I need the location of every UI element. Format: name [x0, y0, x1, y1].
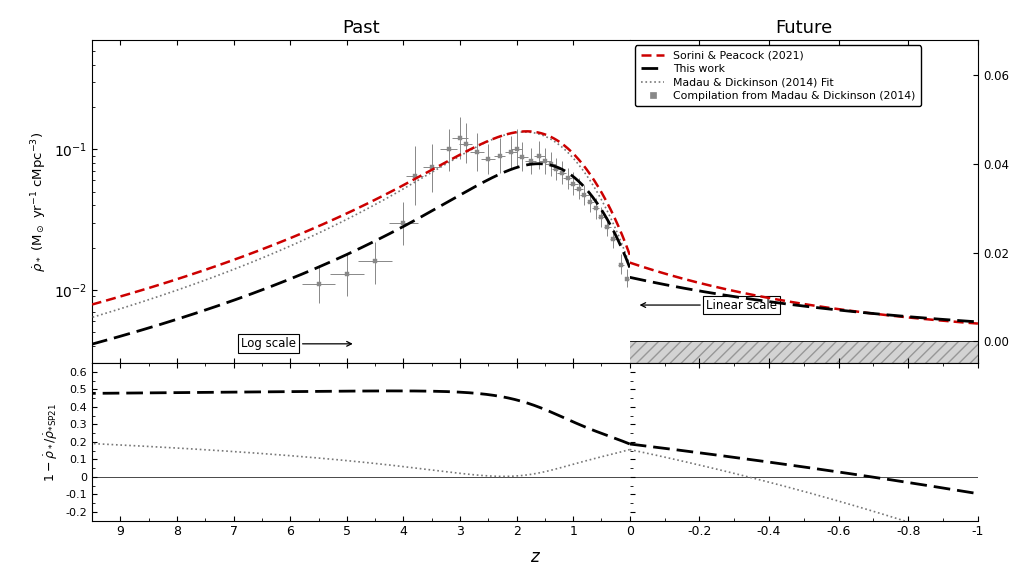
Text: $z$: $z$ [529, 549, 541, 566]
Text: Linear scale: Linear scale [641, 299, 777, 312]
Legend: Sorini & Peacock (2021), This work, Madau & Dickinson (2014) Fit, Compilation fr: Sorini & Peacock (2021), This work, Mada… [635, 45, 921, 106]
Y-axis label: $1 - \dot{\rho}_*/\dot{\rho}_{*\mathrm{SP21}}$: $1 - \dot{\rho}_*/\dot{\rho}_{*\mathrm{S… [42, 402, 60, 482]
Title: Future: Future [775, 19, 833, 37]
Text: Log scale: Log scale [242, 337, 351, 350]
Y-axis label: $\dot{\rho}_*$ (M$_\odot$ yr$^{-1}$ cMpc$^{-3}$): $\dot{\rho}_*$ (M$_\odot$ yr$^{-1}$ cMpc… [29, 132, 48, 272]
Title: Past: Past [342, 19, 380, 37]
